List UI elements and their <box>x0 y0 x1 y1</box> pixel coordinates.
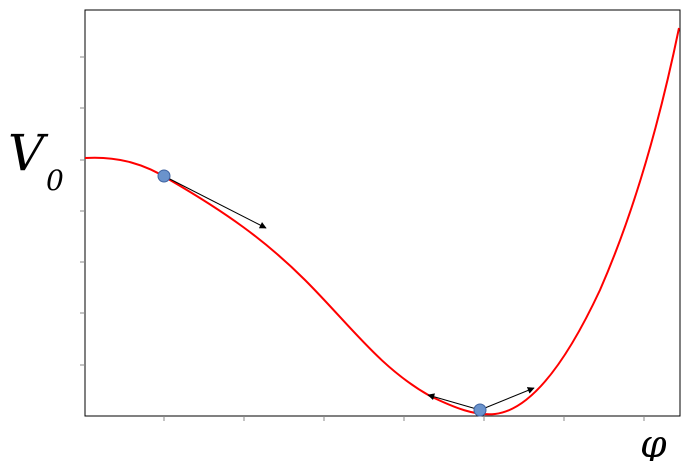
plot-frame <box>84 9 681 417</box>
x-axis-label: φ <box>640 422 667 461</box>
field-point-slope <box>157 169 171 183</box>
potential-curve <box>84 27 680 416</box>
arrow-right-of-minimum <box>479 387 535 411</box>
arrow-left-of-minimum <box>427 393 481 411</box>
field-point-minimum <box>473 403 487 417</box>
y-axis-label-subscript: 0 <box>46 164 64 197</box>
slope-arrow-left-point <box>163 175 267 229</box>
y-axis-label: V <box>8 124 49 182</box>
x-axis-ticks <box>163 416 645 421</box>
y-axis-ticks <box>80 56 85 366</box>
